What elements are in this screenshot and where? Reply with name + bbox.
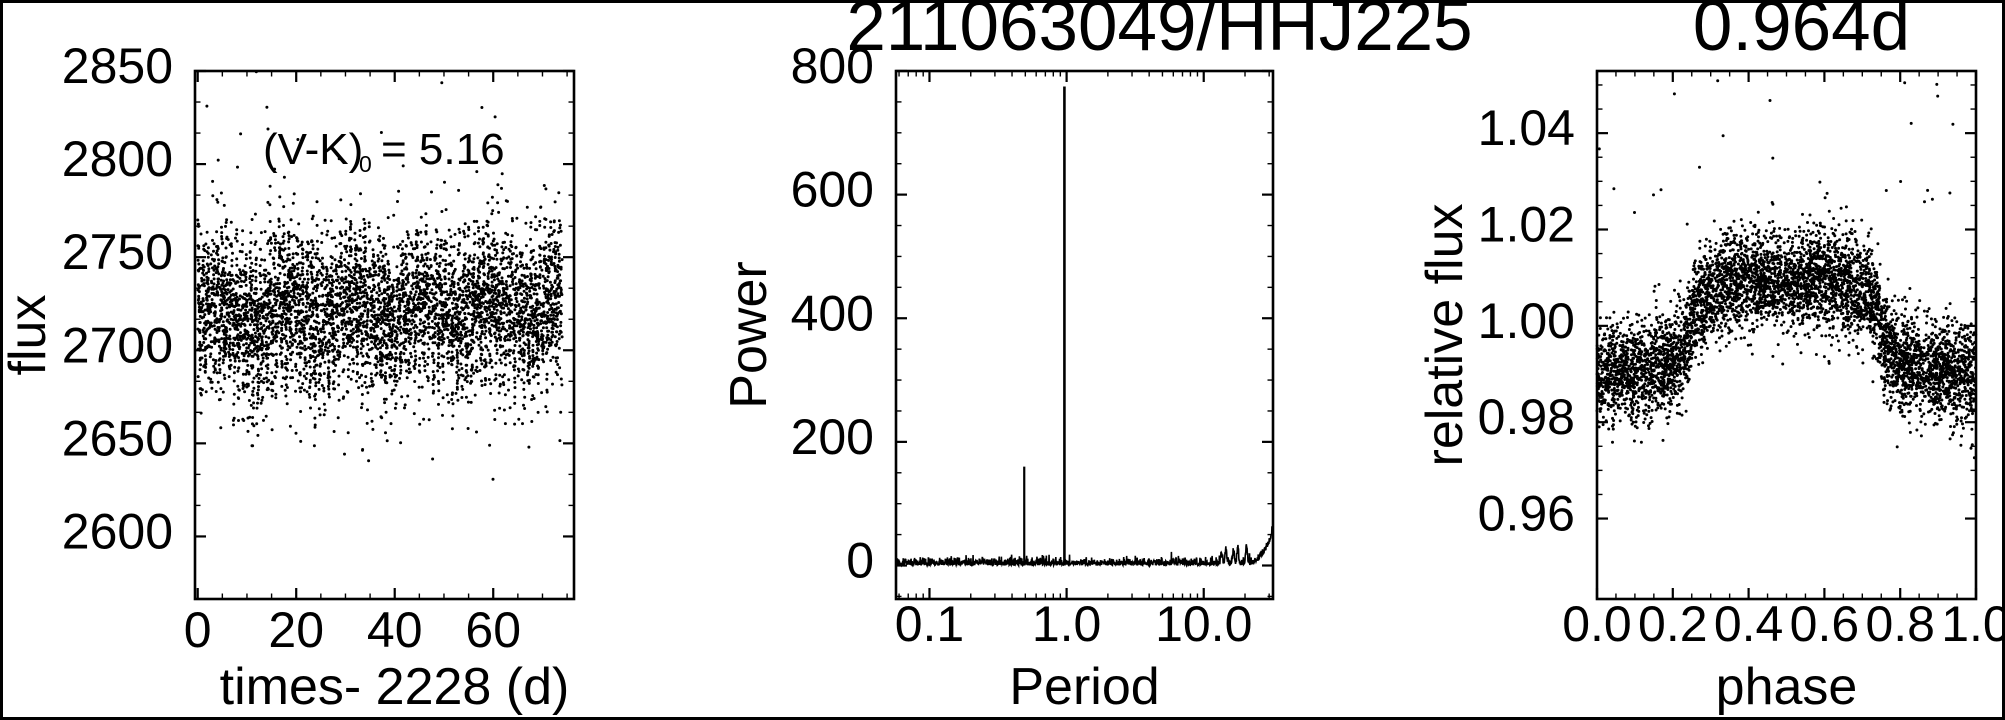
svg-text:2700: 2700	[62, 317, 173, 373]
svg-text:1.0: 1.0	[1941, 596, 2005, 652]
svg-text:0: 0	[184, 602, 212, 658]
svg-text:400: 400	[791, 285, 874, 341]
svg-text:2850: 2850	[62, 38, 173, 94]
svg-text:1.0: 1.0	[1032, 596, 1102, 652]
svg-text:0.0: 0.0	[1562, 596, 1632, 652]
svg-text:0: 0	[359, 151, 372, 177]
svg-text:0.6: 0.6	[1790, 596, 1860, 652]
svg-text:(V-K): (V-K)	[263, 125, 363, 174]
svg-text:20: 20	[268, 602, 324, 658]
svg-text:0.96: 0.96	[1478, 486, 1575, 542]
svg-text:2650: 2650	[62, 410, 173, 466]
svg-text:60: 60	[465, 602, 521, 658]
svg-text:Power: Power	[720, 261, 778, 408]
svg-text:2750: 2750	[62, 224, 173, 280]
svg-text:10.0: 10.0	[1155, 596, 1252, 652]
svg-text:= 5.16: = 5.16	[381, 125, 505, 174]
svg-text:0.4: 0.4	[1714, 596, 1784, 652]
svg-text:0.964d: 0.964d	[1693, 3, 1910, 66]
svg-text:times- 2228 (d): times- 2228 (d)	[220, 658, 570, 716]
svg-text:0.2: 0.2	[1638, 596, 1708, 652]
svg-text:Period: Period	[1009, 658, 1159, 716]
svg-text:relative flux: relative flux	[1416, 204, 1474, 467]
svg-text:0.8: 0.8	[1865, 596, 1935, 652]
svg-text:2600: 2600	[62, 503, 173, 559]
svg-text:phase: phase	[1716, 658, 1858, 716]
svg-text:1.04: 1.04	[1478, 100, 1575, 156]
svg-text:2800: 2800	[62, 131, 173, 187]
svg-text:0: 0	[846, 533, 874, 589]
svg-text:1.00: 1.00	[1478, 293, 1575, 349]
svg-text:211063049/HHJ225: 211063049/HHJ225	[846, 3, 1472, 66]
svg-text:flux: flux	[3, 295, 57, 376]
svg-text:40: 40	[367, 602, 423, 658]
svg-text:0.1: 0.1	[895, 596, 965, 652]
svg-text:1.02: 1.02	[1478, 197, 1575, 253]
svg-text:200: 200	[791, 409, 874, 465]
svg-text:600: 600	[791, 162, 874, 218]
svg-text:0.98: 0.98	[1478, 389, 1575, 445]
